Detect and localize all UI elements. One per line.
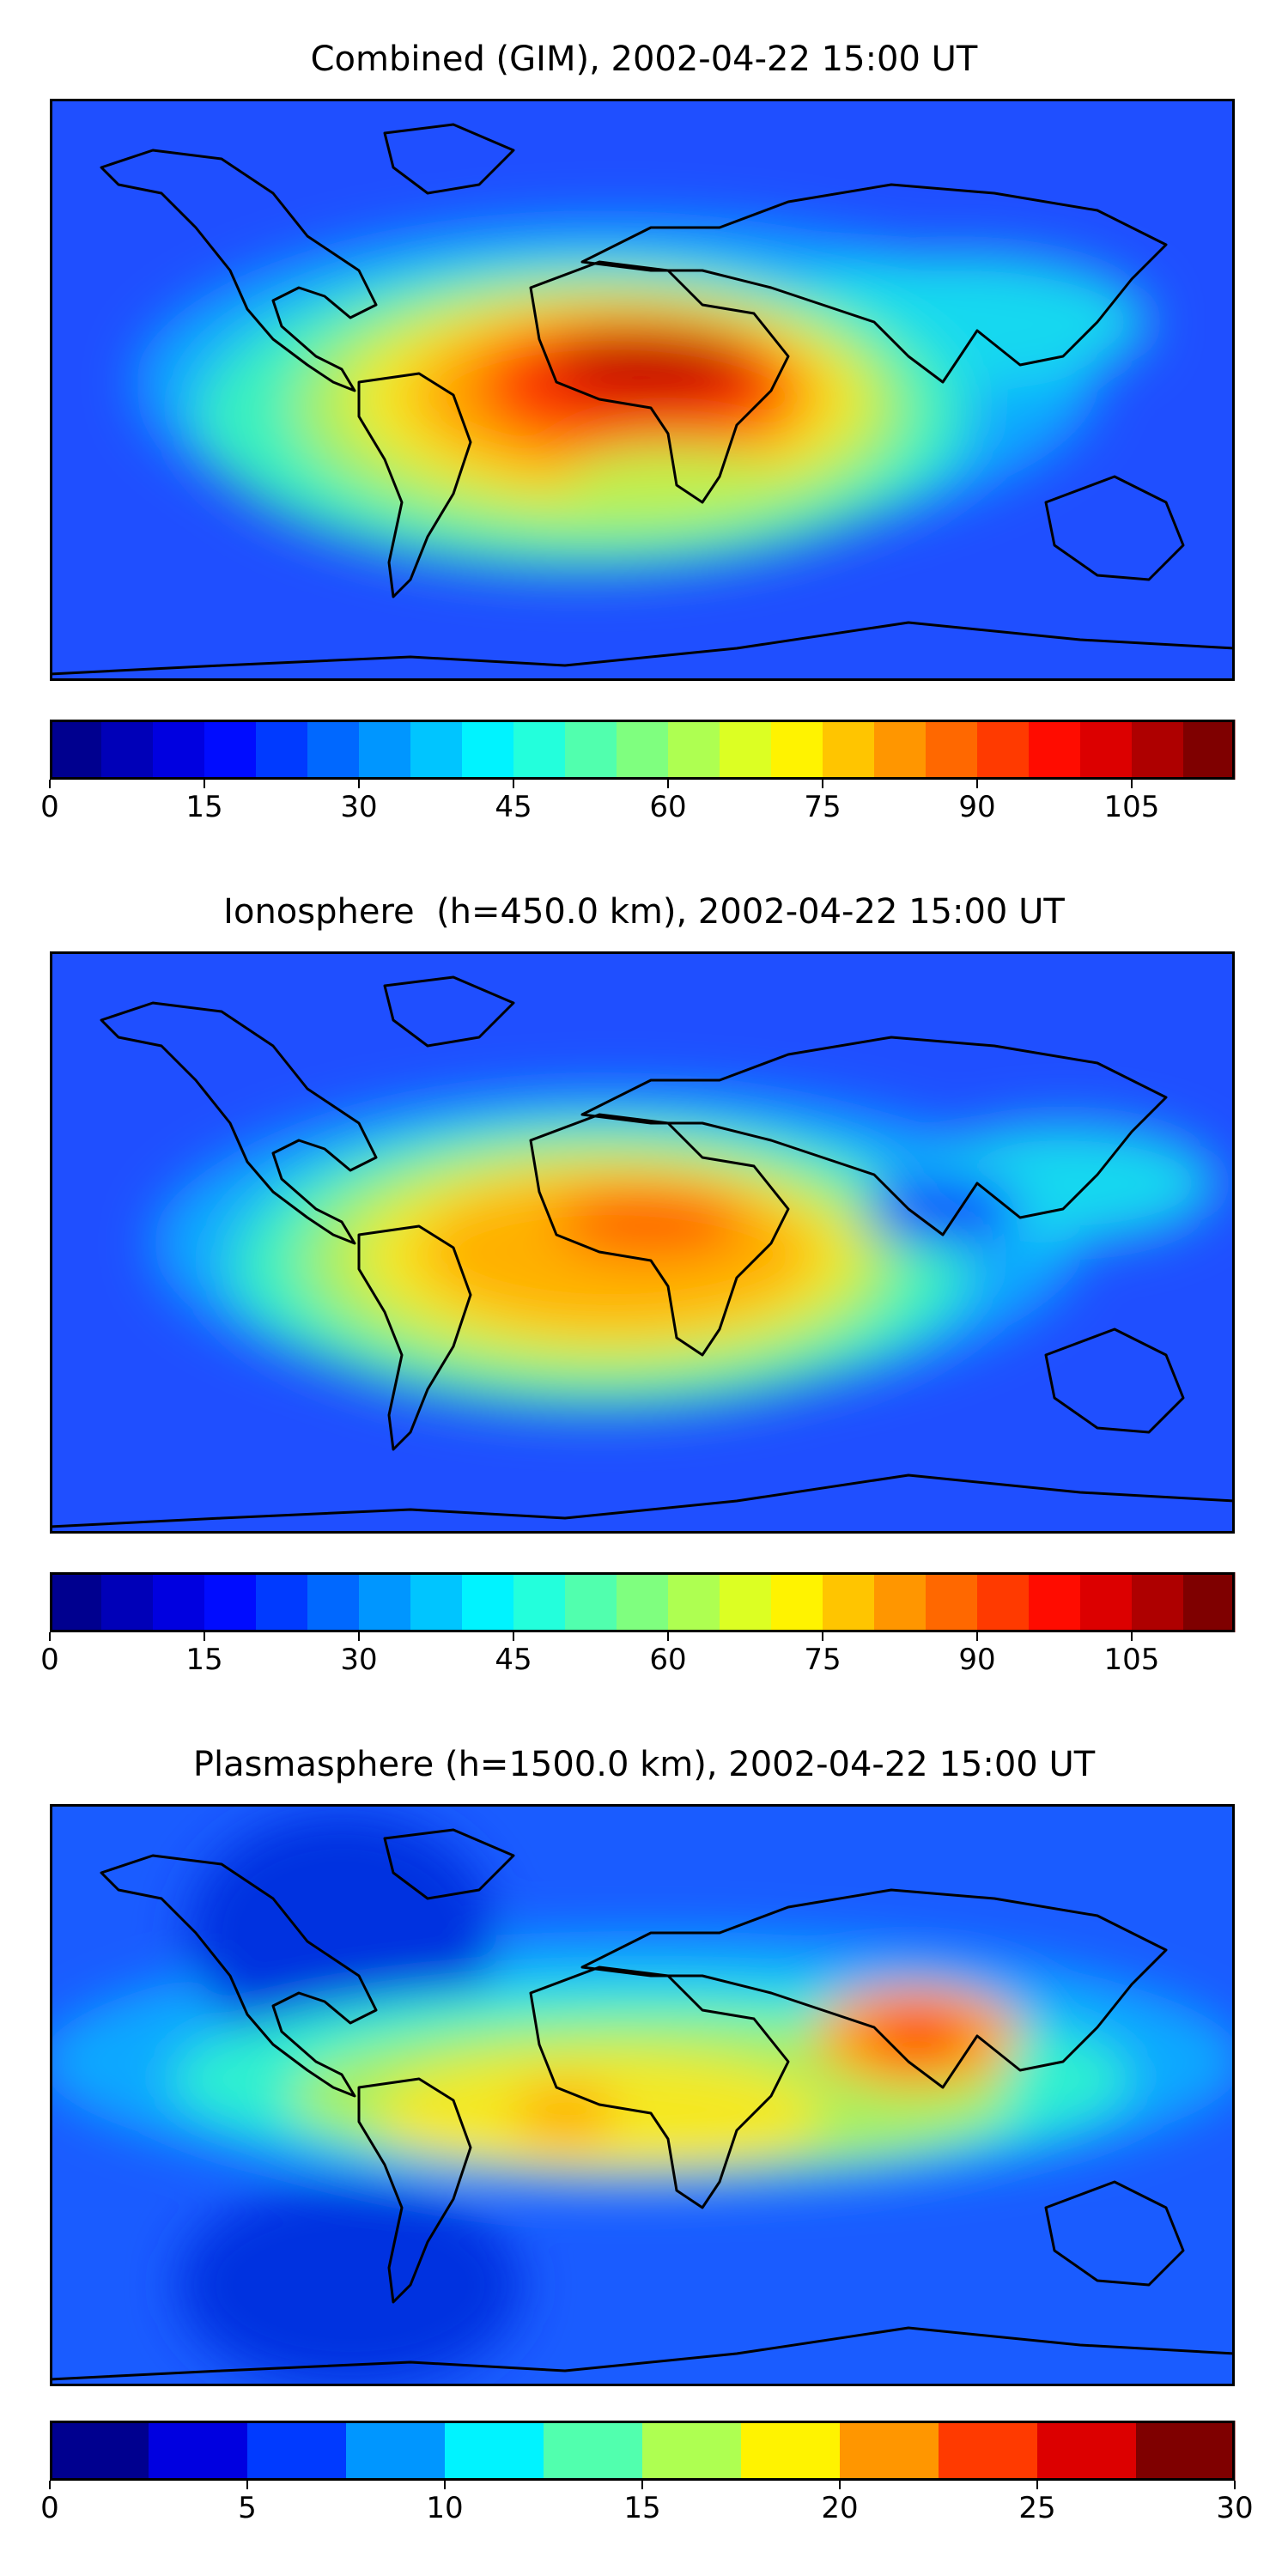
colorbar-level — [445, 2421, 544, 2481]
colorbar-level — [926, 1572, 978, 1632]
colorbar-level — [50, 2421, 149, 2481]
colorbar-level — [939, 2421, 1038, 2481]
colorbar-level — [247, 2421, 347, 2481]
colorbar-level — [101, 720, 154, 780]
panel-title-plasmasphere: Plasmasphere (h=1500.0 km), 2002-04-22 1… — [192, 1745, 1096, 1784]
colorbar-level — [50, 1572, 102, 1632]
colorbar-tick-label: 90 — [958, 790, 996, 824]
colorbar-level — [307, 1572, 360, 1632]
colorbar-tick-label: 30 — [340, 1643, 378, 1677]
colorbar-tick-label: 15 — [185, 790, 223, 824]
colorbar-level — [720, 720, 772, 780]
colorbar-level — [823, 1572, 875, 1632]
colorbar-tick-label: 15 — [623, 2491, 661, 2525]
panel-title-combined: Combined (GIM), 2002-04-22 15:00 UT — [310, 39, 978, 79]
colorbar-tick-label: 10 — [426, 2491, 464, 2525]
map-frame — [50, 99, 1235, 681]
colorbar-level — [50, 720, 102, 780]
colorbar-level — [668, 1572, 720, 1632]
colorbar-level — [1029, 720, 1081, 780]
colorbar-level — [153, 1572, 205, 1632]
colorbar-tick-label: 0 — [40, 790, 59, 824]
colorbar-level — [346, 2421, 446, 2481]
colorbar-level — [1029, 1572, 1081, 1632]
colorbar-tick-label: 60 — [649, 790, 687, 824]
colorbar-level — [1080, 1572, 1133, 1632]
colorbar-tick-label: 90 — [958, 1643, 996, 1677]
colorbar-level — [1080, 720, 1133, 780]
colorbar-tick-label: 75 — [804, 790, 841, 824]
colorbar-level — [149, 2421, 248, 2481]
colorbar-tick-label: 15 — [185, 1643, 223, 1677]
colorbar-level — [462, 1572, 514, 1632]
colorbar-level — [204, 1572, 257, 1632]
colorbar-plasmasphere — [49, 2421, 1236, 2489]
colorbar-ionosphere — [49, 1572, 1236, 1641]
colorbar-level — [642, 2421, 742, 2481]
map-ionosphere — [50, 951, 1235, 1534]
colorbar-level — [101, 1572, 154, 1632]
colorbar-combined — [49, 720, 1236, 788]
colorbar-level — [1132, 720, 1184, 780]
colorbar-tick-label: 30 — [1216, 2491, 1254, 2525]
colorbar-frame — [50, 2421, 1235, 2481]
colorbar-level — [544, 2421, 643, 2481]
colorbar-level — [720, 1572, 772, 1632]
colorbar-level — [256, 1572, 308, 1632]
colorbar-level — [410, 1572, 463, 1632]
colorbar-tick-label: 20 — [821, 2491, 859, 2525]
colorbar-tick-label: 75 — [804, 1643, 841, 1677]
colorbar-level — [513, 1572, 566, 1632]
colorbar-level — [977, 720, 1030, 780]
colorbar-level — [256, 720, 308, 780]
colorbar-level — [1183, 720, 1236, 780]
colorbar-level — [153, 720, 205, 780]
colorbar-level — [204, 720, 257, 780]
colorbar-level — [359, 1572, 411, 1632]
colorbar-level — [1132, 1572, 1184, 1632]
colorbar-level — [1037, 2421, 1137, 2481]
colorbar-tick-label: 105 — [1103, 1643, 1160, 1677]
colorbar-tick-label: 30 — [340, 790, 378, 824]
colorbar-level — [874, 720, 927, 780]
colorbar-level — [741, 2421, 841, 2481]
colorbar-level — [359, 720, 411, 780]
colorbar-tick-label: 0 — [40, 1643, 59, 1677]
colorbar-level — [1136, 2421, 1236, 2481]
colorbar-tick-label: 45 — [495, 1643, 532, 1677]
colorbar-level — [462, 720, 514, 780]
colorbar-tick-label: 5 — [238, 2491, 257, 2525]
colorbar-level — [977, 1572, 1030, 1632]
colorbar-frame — [50, 1572, 1235, 1632]
colorbar-level — [840, 2421, 939, 2481]
colorbar-level — [307, 720, 360, 780]
colorbar-frame — [50, 720, 1235, 780]
colorbar-level — [1183, 1572, 1236, 1632]
colorbar-level — [565, 1572, 617, 1632]
colorbar-tick-label: 45 — [495, 790, 532, 824]
colorbar-level — [823, 720, 875, 780]
colorbar-level — [771, 1572, 823, 1632]
panel-title-ionosphere: Ionosphere (h=450.0 km), 2002-04-22 15:0… — [223, 892, 1065, 932]
colorbar-tick-label: 60 — [649, 1643, 687, 1677]
colorbar-level — [617, 720, 669, 780]
colorbar-level — [513, 720, 566, 780]
map-plasmasphere — [50, 1804, 1235, 2386]
colorbar-tick-label: 25 — [1018, 2491, 1056, 2525]
colorbar-level — [771, 720, 823, 780]
colorbar-level — [668, 720, 720, 780]
colorbar-level — [874, 1572, 927, 1632]
colorbar-level — [565, 720, 617, 780]
coastlines — [50, 123, 1235, 676]
colorbar-tick-label: 105 — [1103, 790, 1160, 824]
map-combined — [50, 99, 1235, 681]
colorbar-level — [926, 720, 978, 780]
colorbar-tick-label: 0 — [40, 2491, 59, 2525]
colorbar-level — [617, 1572, 669, 1632]
colorbar-level — [410, 720, 463, 780]
